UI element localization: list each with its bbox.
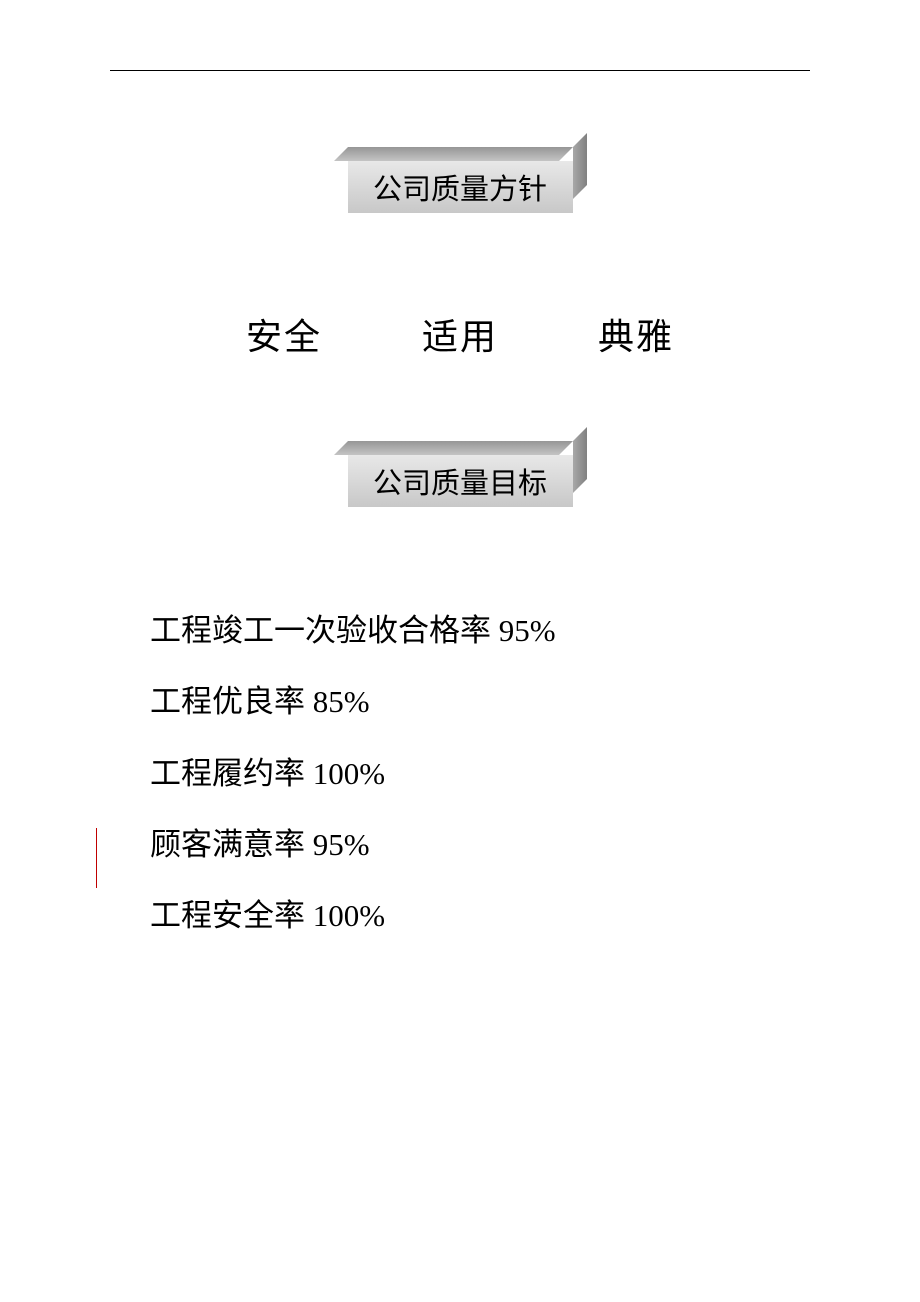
goal-item: 顾客满意率 95% — [150, 809, 810, 880]
quality-goals-title: 公司质量目标 — [348, 455, 573, 507]
block-3d-side-face — [573, 427, 587, 493]
goal-item: 工程优良率 85% — [150, 666, 810, 737]
principle-item: 典雅 — [598, 308, 674, 360]
document-page: 公司质量方针 安全 适用 典雅 公司质量目标 工程竣工一次验收合格率 95% 工… — [0, 0, 920, 951]
principles-row: 安全 适用 典雅 — [110, 308, 810, 360]
block-3d-side-face — [573, 133, 587, 199]
quality-policy-block: 公司质量方针 — [348, 161, 573, 213]
goal-item: 工程履约率 100% — [150, 738, 810, 809]
quality-goals-block: 公司质量目标 — [348, 455, 573, 507]
block-3d-top-face — [334, 147, 573, 161]
revision-mark — [96, 828, 97, 888]
quality-policy-title: 公司质量方针 — [348, 161, 573, 213]
goals-list: 工程竣工一次验收合格率 95% 工程优良率 85% 工程履约率 100% 顾客满… — [110, 595, 810, 951]
principle-item: 适用 — [422, 308, 498, 360]
principle-item: 安全 — [246, 308, 322, 360]
goal-item: 工程竣工一次验收合格率 95% — [150, 595, 810, 666]
block-3d-top-face — [334, 441, 573, 455]
header-rule — [110, 70, 810, 71]
goal-item: 工程安全率 100% — [150, 880, 810, 951]
